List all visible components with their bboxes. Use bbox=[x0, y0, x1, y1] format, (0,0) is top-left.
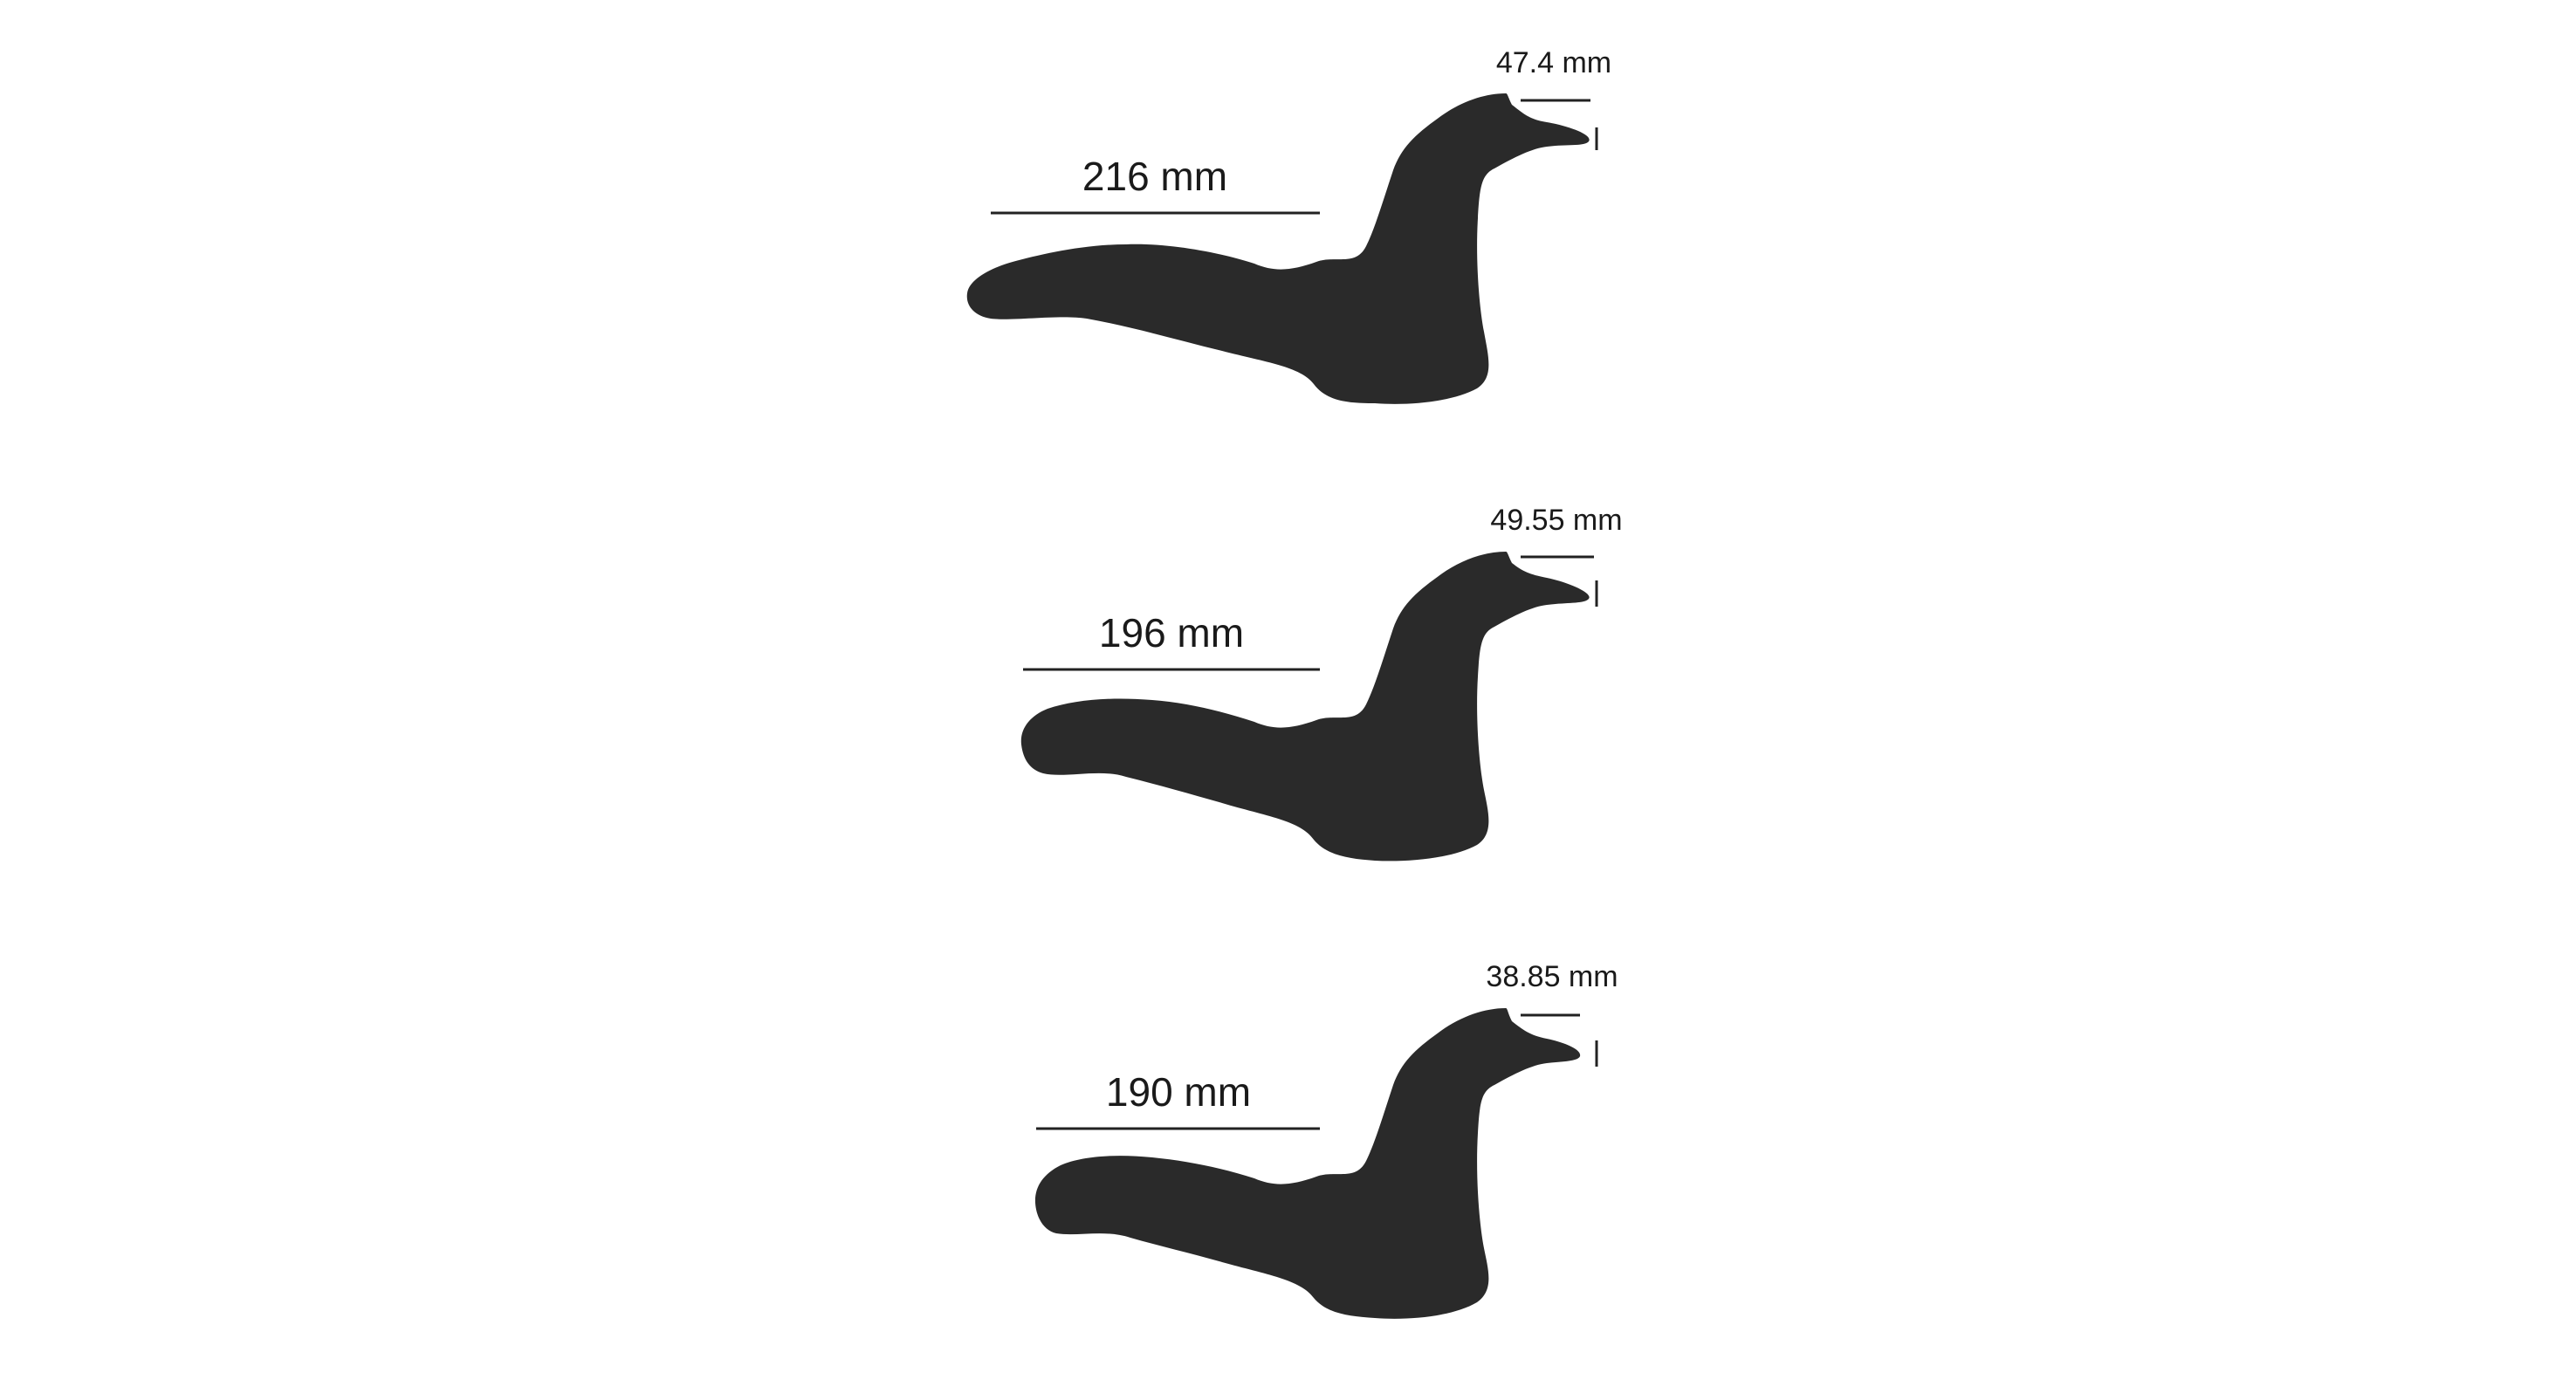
beak-label-1: 47.4 mm bbox=[1496, 46, 1611, 79]
bird-silhouette-3 bbox=[1034, 1008, 1581, 1319]
length-label-2: 196 mm bbox=[1099, 610, 1244, 656]
length-label-1: 216 mm bbox=[1082, 154, 1227, 199]
figure-1: 216 mm 47.4 mm bbox=[966, 46, 1611, 404]
figure-2: 196 mm 49.55 mm bbox=[1020, 504, 1623, 862]
bird-silhouette-1 bbox=[966, 93, 1590, 404]
beak-label-2: 49.55 mm bbox=[1490, 504, 1622, 537]
beak-label-3: 38.85 mm bbox=[1486, 960, 1618, 993]
length-label-3: 190 mm bbox=[1106, 1069, 1251, 1115]
figure-3: 190 mm 38.85 mm bbox=[1034, 960, 1618, 1319]
bird-silhouette-2 bbox=[1020, 552, 1590, 862]
